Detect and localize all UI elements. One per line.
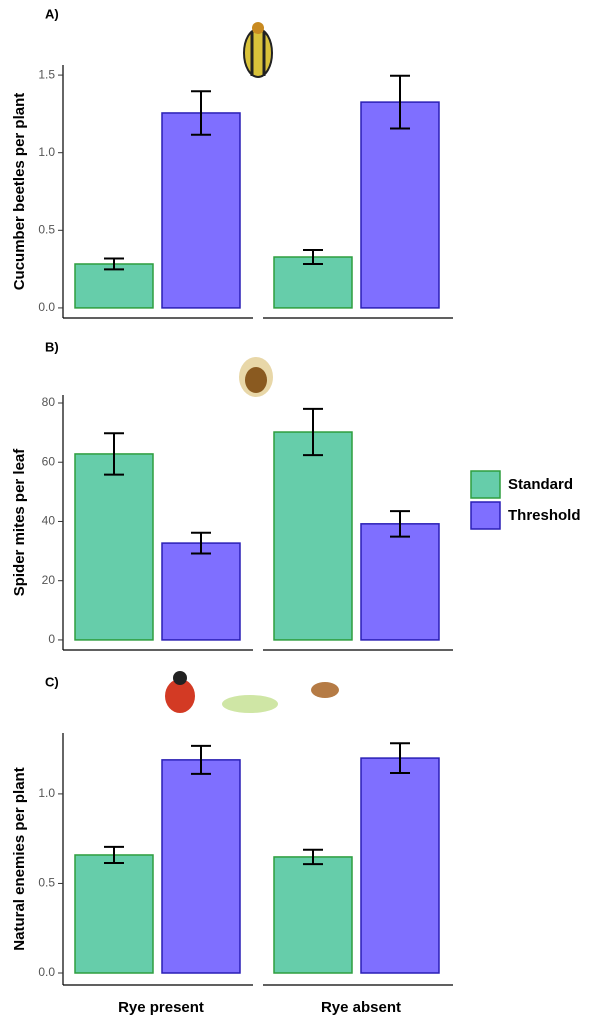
error-bar [191, 90, 211, 136]
error-bar [303, 249, 323, 265]
legend-label: Standard [508, 476, 573, 493]
y-tick-label: 40 [42, 514, 56, 528]
legend-label: Threshold [508, 507, 581, 524]
y-tick-label: 0.0 [38, 965, 55, 979]
enemies-icon [165, 671, 339, 713]
error-bar [191, 531, 211, 555]
error-bar [191, 744, 211, 775]
mite-icon [239, 357, 273, 397]
bar [273, 431, 353, 641]
x-tick-label: Rye present [118, 999, 204, 1016]
bar [161, 759, 241, 974]
y-tick-label: 0.5 [38, 222, 55, 236]
bar [74, 453, 154, 641]
legend-swatch [470, 501, 501, 530]
bar [360, 101, 440, 309]
error-bar [390, 742, 410, 774]
y-axis-title: Spider mites per leaf [11, 448, 28, 597]
y-tick-label: 1.0 [38, 786, 55, 800]
legend-swatch [470, 470, 501, 499]
y-axis-title: Natural enemies per plant [11, 767, 28, 950]
bar [74, 854, 154, 974]
error-bar [390, 510, 410, 538]
error-bar [303, 848, 323, 866]
error-bar [104, 257, 124, 271]
error-bar [390, 74, 410, 130]
error-bar [104, 845, 124, 865]
panel-label: C) [45, 674, 59, 689]
y-axis-title: Cucumber beetles per plant [11, 93, 28, 291]
panel-label: B) [45, 339, 59, 354]
y-tick-label: 1.0 [38, 145, 55, 159]
beetle-icon [243, 22, 273, 78]
bar [74, 263, 154, 309]
y-tick-label: 0 [48, 632, 55, 646]
bar [161, 112, 241, 309]
bar [360, 523, 440, 641]
error-bar [303, 407, 323, 457]
y-tick-label: 60 [42, 454, 56, 468]
panel-label: A) [45, 6, 59, 21]
bar [273, 856, 353, 974]
bar [273, 256, 353, 309]
x-tick-label: Rye absent [321, 999, 401, 1016]
bar [161, 542, 241, 641]
y-tick-label: 20 [42, 573, 56, 587]
y-tick-label: 80 [42, 395, 56, 409]
y-tick-label: 1.5 [38, 67, 55, 81]
error-bar [104, 432, 124, 476]
y-tick-label: 0.0 [38, 300, 55, 314]
y-tick-label: 0.5 [38, 876, 55, 890]
bar [360, 757, 440, 974]
